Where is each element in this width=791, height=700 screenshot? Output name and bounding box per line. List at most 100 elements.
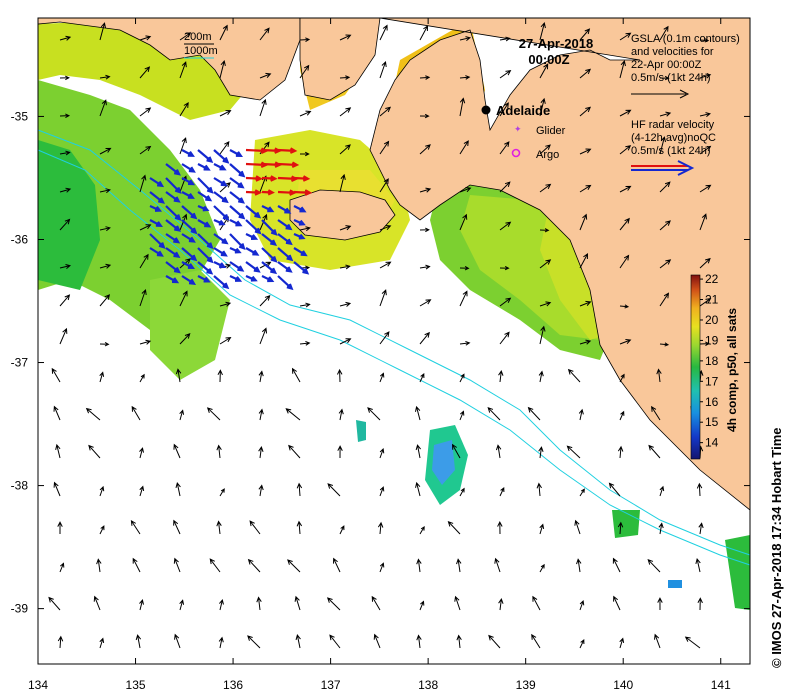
- radar-arrow-blue: [165, 275, 180, 284]
- velocity-arrow: [99, 188, 111, 194]
- velocity-arrow: [373, 633, 381, 649]
- argo-marker-icon: [511, 148, 521, 158]
- velocity-arrow: [206, 407, 221, 421]
- velocity-arrow: [579, 148, 592, 155]
- velocity-arrow: [299, 37, 311, 42]
- velocity-arrow: [698, 522, 704, 535]
- y-tick-label: -38: [11, 479, 29, 493]
- velocity-arrow: [487, 407, 501, 421]
- velocity-arrow: [99, 147, 112, 155]
- velocity-arrow: [51, 367, 61, 383]
- radar-arrow-blue: [165, 177, 182, 194]
- velocity-arrow: [656, 368, 662, 383]
- velocity-arrow: [419, 373, 425, 383]
- adelaide-label: Adelaide: [496, 103, 550, 118]
- velocity-arrow: [139, 224, 152, 231]
- velocity-arrow: [619, 109, 632, 117]
- velocity-arrow: [699, 257, 711, 269]
- velocity-arrow: [99, 226, 111, 232]
- velocity-arrow: [459, 290, 468, 307]
- radar-arrow-blue: [197, 191, 213, 202]
- velocity-arrow: [99, 342, 110, 347]
- radar-arrow-blue: [165, 233, 181, 244]
- x-tick-label: 138: [418, 678, 438, 692]
- radar-arrow-blue: [149, 233, 166, 249]
- velocity-arrow: [96, 558, 102, 573]
- radar-arrow-red: [261, 175, 278, 182]
- velocity-arrow: [294, 595, 301, 611]
- velocity-arrow: [659, 485, 665, 497]
- velocity-arrow: [59, 264, 72, 269]
- velocity-arrow: [613, 595, 621, 611]
- velocity-arrow: [454, 595, 461, 611]
- radar-arrow-blue: [197, 149, 214, 163]
- velocity-arrow: [379, 178, 389, 193]
- velocity-arrow: [326, 597, 341, 611]
- velocity-arrow: [499, 331, 510, 345]
- velocity-arrow: [99, 263, 112, 269]
- radar-arrow-blue: [229, 177, 245, 189]
- velocity-arrow: [499, 36, 511, 42]
- velocity-arrow: [379, 562, 385, 573]
- velocity-arrow: [299, 302, 311, 308]
- velocity-arrow: [659, 342, 670, 347]
- radar-line1: HF radar velocity: [631, 119, 715, 131]
- velocity-arrow: [459, 140, 469, 155]
- velocity-arrow: [695, 557, 701, 573]
- radar-arrow-blue: [293, 261, 310, 275]
- velocity-arrow: [59, 35, 72, 41]
- velocity-arrow: [99, 74, 111, 80]
- velocity-arrow: [456, 634, 462, 649]
- velocity-arrow: [259, 294, 271, 307]
- radar-arrow-red: [245, 189, 262, 196]
- velocity-arrow: [99, 637, 105, 649]
- velocity-arrow: [538, 370, 544, 383]
- y-axis: -35 -36 -37 -38 -39: [11, 109, 750, 616]
- velocity-arrow: [699, 145, 712, 155]
- velocity-arrow: [258, 446, 264, 459]
- velocity-arrow: [219, 24, 228, 41]
- velocity-arrow: [296, 520, 303, 535]
- hf-radar-arrows: [149, 147, 313, 291]
- velocity-arrow: [59, 150, 71, 156]
- radar-arrow-blue: [277, 247, 294, 262]
- velocity-arrow: [608, 482, 621, 497]
- velocity-arrow: [379, 289, 387, 307]
- velocity-arrow: [579, 599, 585, 611]
- x-tick-label: 137: [321, 678, 341, 692]
- velocity-arrow: [539, 301, 552, 307]
- velocity-arrow: [295, 634, 301, 649]
- velocity-arrow: [699, 213, 707, 231]
- velocity-arrow: [539, 523, 545, 535]
- velocity-arrow: [619, 32, 632, 41]
- x-tick-label: 135: [126, 678, 146, 692]
- radar-arrow-blue: [181, 191, 195, 199]
- credit-text: © IMOS 27-Apr-2018 17:34 Hobart Time: [769, 427, 784, 668]
- x-tick-label: 141: [711, 678, 731, 692]
- velocity-arrow: [419, 331, 430, 345]
- radar-arrow-blue: [245, 247, 260, 256]
- velocity-arrow: [259, 27, 270, 41]
- velocity-arrow: [659, 25, 669, 41]
- velocity-arrow: [59, 218, 71, 231]
- velocity-arrow: [619, 373, 625, 383]
- radar-arrow-blue: [229, 163, 246, 178]
- velocity-arrow: [459, 410, 465, 421]
- radar-arrow-blue: [213, 218, 226, 226]
- y-tick-label: -36: [11, 232, 29, 246]
- radar-arrow-blue: [245, 261, 261, 273]
- velocity-arrow: [452, 443, 461, 459]
- velocity-arrow: [379, 372, 385, 383]
- radar-arrow-blue: [245, 233, 259, 240]
- velocity-arrow: [415, 481, 421, 497]
- velocity-arrow: [339, 525, 345, 535]
- radar-arrow-blue: [261, 275, 275, 283]
- velocity-arrow: [499, 297, 512, 307]
- contour-200m-label: 200m: [184, 31, 212, 43]
- velocity-arrow: [654, 633, 661, 649]
- velocity-arrow: [539, 325, 546, 345]
- velocity-arrow: [499, 486, 505, 497]
- velocity-arrow: [219, 336, 232, 345]
- velocity-arrow: [175, 368, 182, 383]
- velocity-arrow: [296, 482, 303, 497]
